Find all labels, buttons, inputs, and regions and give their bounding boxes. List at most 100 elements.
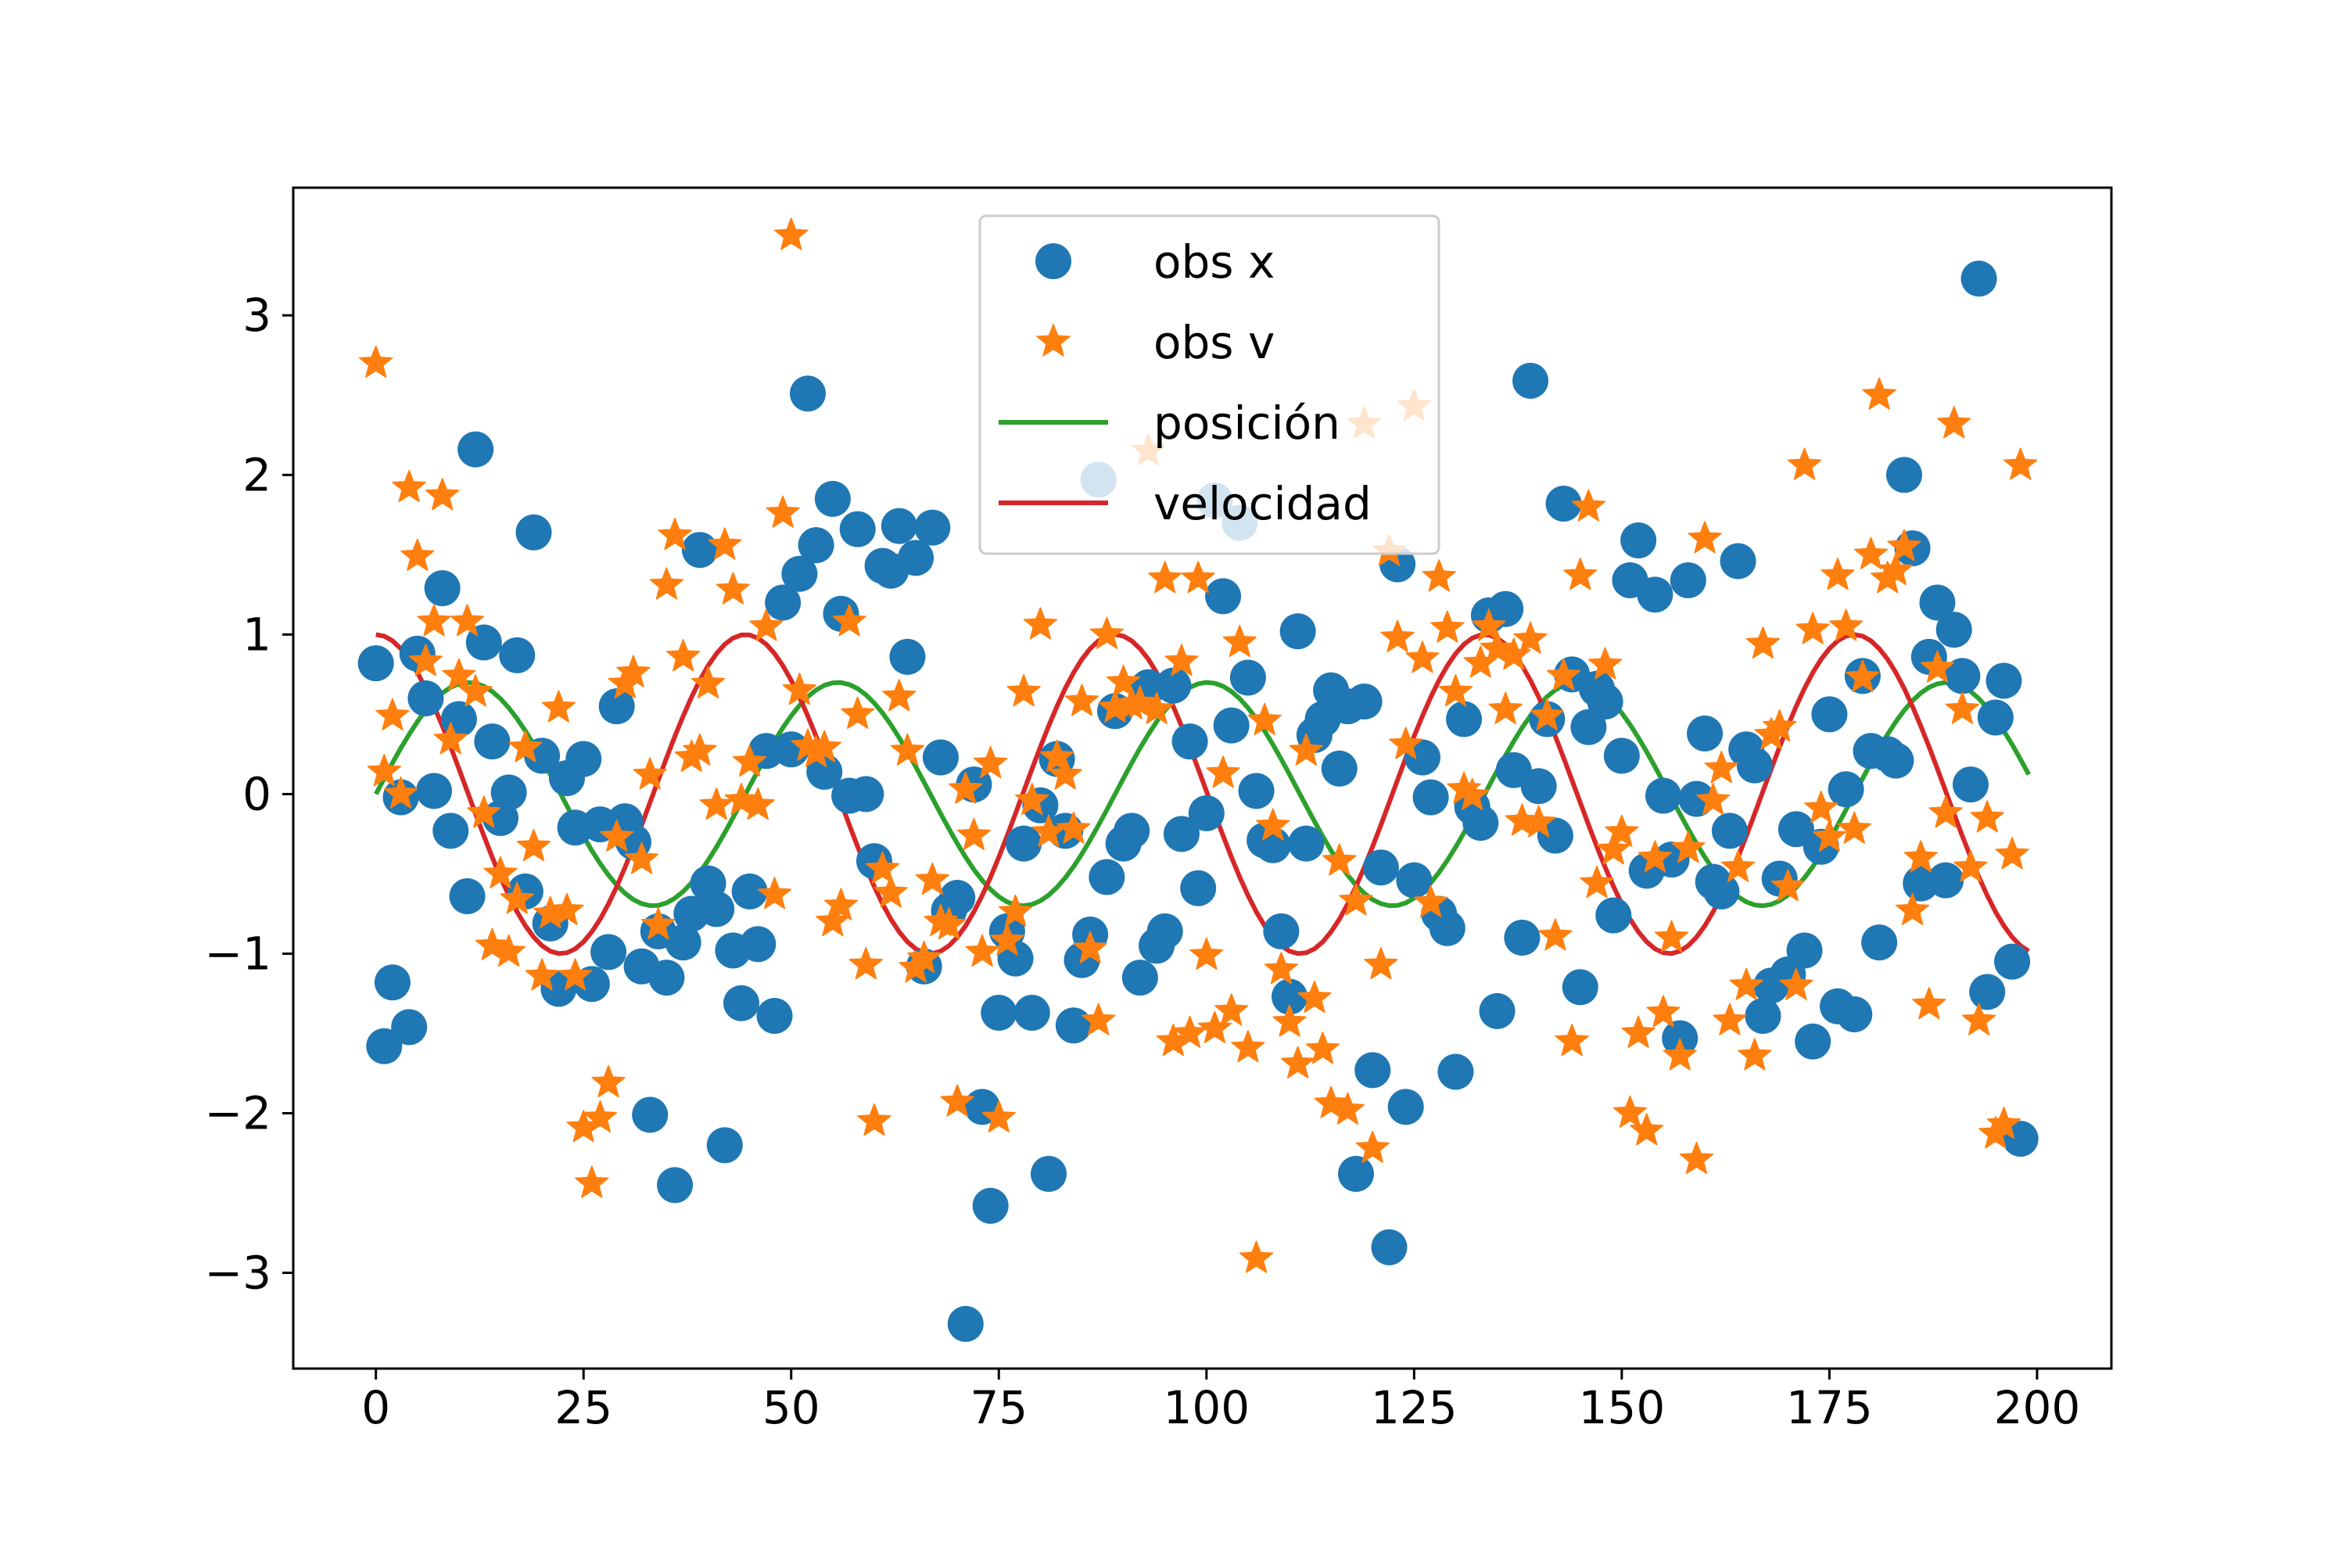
obs-x-point	[889, 638, 926, 675]
obs-x-point	[1337, 1156, 1374, 1193]
obs-v-point	[1903, 840, 1938, 873]
obs-v-point	[442, 658, 476, 691]
obs-x-point	[1479, 992, 1516, 1029]
obs-v-point	[1605, 814, 1639, 847]
y-tick-label: −3	[205, 1247, 272, 1300]
obs-x-point	[1977, 699, 2014, 736]
obs-x-point	[1960, 260, 1997, 297]
obs-x-point	[648, 960, 685, 996]
obs-v-point	[1787, 447, 1822, 480]
obs-v-point	[1239, 1240, 1274, 1273]
obs-x-point	[1786, 932, 1823, 969]
obs-x-point	[1504, 920, 1541, 956]
obs-v-point	[1763, 709, 1797, 742]
x-tick-label: 175	[1786, 1381, 1873, 1434]
obs-x-point	[416, 773, 453, 809]
legend-box	[978, 214, 1440, 555]
obs-v-point	[450, 604, 485, 637]
obs-v-point	[458, 674, 493, 707]
obs-x-point	[1861, 924, 1898, 961]
obs-x-point	[1396, 862, 1433, 899]
obs-v-point	[873, 875, 908, 908]
obs-v-point	[1920, 650, 1955, 683]
x-tick-label: 50	[762, 1381, 820, 1434]
obs-v-point	[882, 679, 917, 712]
obs-x-point	[972, 1187, 1009, 1224]
y-tick-label: 1	[242, 608, 271, 661]
obs-v-point	[1720, 849, 1756, 882]
obs-v-point	[1580, 865, 1614, 899]
obs-v-point	[583, 1100, 618, 1133]
axes-layer: 0 25 50 75 100 125 150 175 200 −3 −2 −1 0 1 2 3	[205, 289, 2081, 1434]
obs-x-point	[1487, 590, 1524, 627]
obs-v-point	[1355, 1130, 1390, 1163]
obs-x-point	[1031, 1156, 1067, 1193]
obs-v-point	[1231, 1030, 1265, 1063]
x-tick-label: 25	[554, 1381, 612, 1434]
obs-v-point	[1380, 619, 1415, 652]
obs-x-point	[1229, 659, 1266, 696]
obs-v-point	[890, 733, 925, 766]
obs-v-point	[491, 934, 526, 967]
obs-v-point	[857, 1103, 891, 1136]
obs-x-point	[440, 701, 477, 737]
obs-v-point	[1413, 884, 1448, 917]
legend: obs x obs v posición velocidad	[978, 214, 1440, 555]
obs-v-point	[1563, 558, 1598, 590]
obs-x-point	[765, 584, 802, 621]
obs-v-point	[1181, 561, 1215, 594]
obs-v-point	[1704, 751, 1739, 784]
obs-x-point	[1238, 773, 1275, 809]
obs-v-point	[1172, 1015, 1207, 1049]
obs-v-point	[956, 817, 992, 851]
obs-v-point	[716, 572, 751, 605]
x-tick-label: 100	[1163, 1381, 1250, 1434]
obs-x-point	[1171, 723, 1208, 760]
obs-v-point	[500, 881, 534, 914]
obs-v-point	[1538, 918, 1573, 951]
obs-x-point	[1520, 768, 1557, 805]
obs-v-point	[467, 795, 501, 828]
obs-v-point	[832, 604, 866, 637]
obs-v-point	[591, 1064, 626, 1098]
obs-x-point	[449, 878, 486, 914]
obs-v-point	[1953, 849, 1988, 882]
obs-x-point	[947, 1305, 984, 1342]
obs-v-point	[1945, 691, 1980, 724]
obs-v-point	[1713, 1003, 1747, 1035]
obs-v-point	[1364, 946, 1398, 980]
obs-x-point	[366, 1028, 403, 1064]
obs-v-point	[1846, 659, 1880, 692]
posicion-line	[374, 680, 2031, 909]
obs-v-point	[841, 696, 875, 729]
obs-v-point	[1646, 995, 1681, 1028]
legend-label: obs v	[1153, 316, 1275, 369]
obs-x-point	[1878, 742, 1914, 779]
obs-v-point	[1530, 698, 1564, 730]
obs-v-point	[1430, 610, 1465, 643]
obs-v-point	[1887, 529, 1921, 562]
obs-v-point	[1513, 621, 1548, 655]
obs-v-point	[699, 787, 734, 820]
obs-v-point	[1064, 684, 1099, 716]
obs-x-point	[1811, 696, 1848, 733]
obs-v-point	[1422, 559, 1456, 592]
obs-v-point	[616, 655, 651, 687]
obs-x-point	[1935, 612, 1972, 648]
obs-v-point	[1804, 791, 1838, 823]
obs-v-point	[558, 958, 593, 991]
obs-v-point	[417, 604, 451, 637]
obs-x-point	[1155, 667, 1192, 704]
obs-v-point	[1795, 612, 1830, 644]
obs-v-point	[1696, 782, 1731, 816]
obs-x-point	[1446, 701, 1483, 737]
obs-v-point	[732, 744, 767, 777]
obs-x-point	[474, 723, 511, 760]
obs-x-point	[1321, 750, 1358, 787]
obs-v-point	[1679, 1141, 1714, 1175]
obs-x-point	[1180, 870, 1217, 906]
obs-x-point	[598, 688, 635, 725]
obs-x-point	[1346, 684, 1383, 720]
obs-v-point	[1247, 702, 1282, 736]
